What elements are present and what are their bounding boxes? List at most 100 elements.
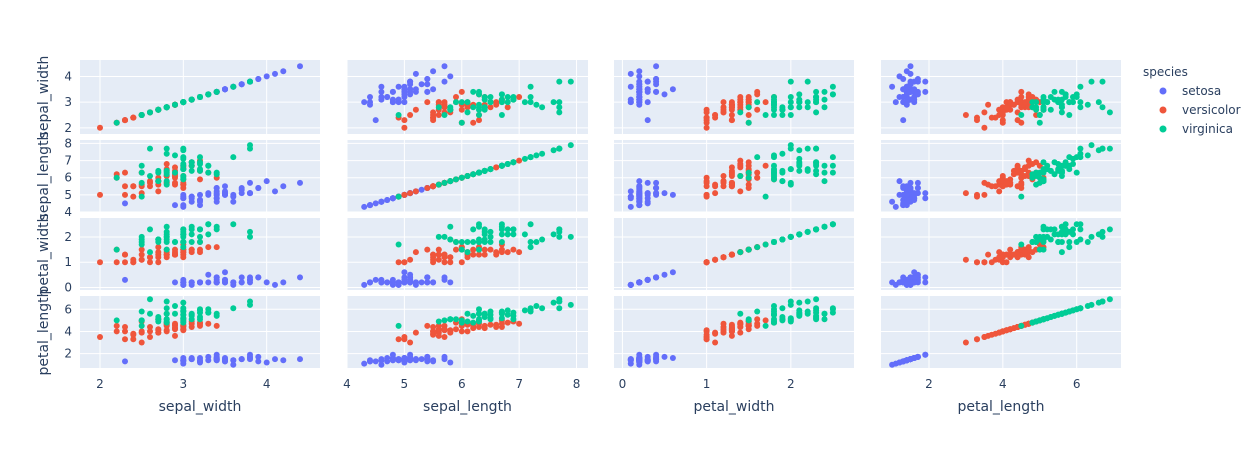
- data-point-versicolor[interactable]: [407, 190, 414, 197]
- data-point-virginica[interactable]: [737, 310, 744, 317]
- data-point-virginica[interactable]: [504, 161, 511, 167]
- data-point-virginica[interactable]: [527, 99, 534, 106]
- data-point-setosa[interactable]: [903, 279, 910, 286]
- data-point-versicolor[interactable]: [737, 161, 744, 167]
- data-point-virginica[interactable]: [441, 112, 448, 118]
- data-point-virginica[interactable]: [205, 231, 212, 238]
- data-point-virginica[interactable]: [829, 221, 836, 228]
- data-point-setosa[interactable]: [180, 195, 187, 202]
- data-point-versicolor[interactable]: [412, 188, 419, 195]
- data-point-virginica[interactable]: [180, 145, 187, 152]
- data-point-virginica[interactable]: [1099, 298, 1106, 305]
- data-point-virginica[interactable]: [213, 226, 220, 233]
- data-point-virginica[interactable]: [771, 99, 777, 106]
- data-point-setosa[interactable]: [907, 63, 914, 70]
- data-point-virginica[interactable]: [796, 91, 803, 98]
- data-point-setosa[interactable]: [653, 356, 660, 363]
- data-point-versicolor[interactable]: [470, 251, 477, 258]
- data-point-virginica[interactable]: [470, 312, 477, 319]
- data-point-setosa[interactable]: [172, 357, 178, 364]
- data-point-versicolor[interactable]: [205, 320, 212, 327]
- data-point-versicolor[interactable]: [163, 251, 170, 258]
- data-point-setosa[interactable]: [441, 276, 448, 283]
- data-point-virginica[interactable]: [487, 99, 494, 106]
- data-point-versicolor[interactable]: [981, 109, 988, 116]
- data-point-virginica[interactable]: [745, 246, 752, 253]
- data-point-virginica[interactable]: [487, 228, 494, 235]
- data-point-versicolor[interactable]: [470, 119, 477, 126]
- data-point-virginica[interactable]: [163, 150, 170, 157]
- data-point-setosa[interactable]: [263, 279, 270, 286]
- data-point-versicolor[interactable]: [996, 188, 1003, 195]
- data-point-setosa[interactable]: [627, 99, 634, 106]
- data-point-versicolor[interactable]: [430, 259, 437, 266]
- data-point-setosa[interactable]: [653, 88, 660, 95]
- data-point-versicolor[interactable]: [130, 336, 137, 343]
- data-point-virginica[interactable]: [1077, 99, 1084, 106]
- data-point-virginica[interactable]: [787, 94, 794, 100]
- data-point-setosa[interactable]: [644, 99, 651, 106]
- data-point-versicolor[interactable]: [703, 336, 710, 343]
- data-point-versicolor[interactable]: [155, 251, 162, 258]
- data-point-virginica[interactable]: [737, 173, 744, 179]
- data-point-versicolor[interactable]: [720, 254, 727, 261]
- data-point-virginica[interactable]: [1018, 193, 1025, 200]
- data-point-virginica[interactable]: [481, 311, 488, 318]
- data-point-versicolor[interactable]: [728, 171, 735, 178]
- data-point-versicolor[interactable]: [1003, 179, 1010, 186]
- data-point-virginica[interactable]: [567, 78, 574, 85]
- data-point-setosa[interactable]: [247, 179, 253, 186]
- data-point-setosa[interactable]: [644, 200, 651, 207]
- data-point-virginica[interactable]: [487, 315, 494, 322]
- data-point-virginica[interactable]: [247, 301, 253, 308]
- data-point-virginica[interactable]: [464, 109, 471, 116]
- data-point-virginica[interactable]: [1070, 226, 1076, 233]
- data-point-versicolor[interactable]: [430, 109, 437, 116]
- data-point-virginica[interactable]: [567, 233, 574, 240]
- data-point-virginica[interactable]: [787, 78, 794, 85]
- data-point-virginica[interactable]: [1077, 221, 1084, 228]
- data-point-virginica[interactable]: [113, 317, 120, 324]
- data-point-setosa[interactable]: [361, 360, 368, 367]
- data-point-versicolor[interactable]: [172, 332, 178, 339]
- data-point-setosa[interactable]: [407, 274, 414, 281]
- data-point-setosa[interactable]: [230, 281, 237, 288]
- data-point-virginica[interactable]: [556, 99, 563, 106]
- data-point-setosa[interactable]: [395, 281, 402, 288]
- data-point-versicolor[interactable]: [180, 249, 187, 256]
- data-point-virginica[interactable]: [550, 231, 557, 238]
- data-point-versicolor[interactable]: [441, 259, 448, 266]
- data-point-virginica[interactable]: [180, 176, 187, 183]
- data-point-versicolor[interactable]: [138, 256, 145, 263]
- data-point-virginica[interactable]: [762, 322, 769, 329]
- data-point-setosa[interactable]: [272, 188, 278, 195]
- data-point-versicolor[interactable]: [130, 114, 137, 121]
- data-point-virginica[interactable]: [787, 181, 794, 188]
- data-point-versicolor[interactable]: [516, 94, 523, 100]
- data-point-virginica[interactable]: [533, 152, 540, 159]
- data-point-versicolor[interactable]: [712, 190, 719, 197]
- data-point-setosa[interactable]: [180, 202, 187, 209]
- data-point-versicolor[interactable]: [122, 324, 128, 330]
- data-point-virginica[interactable]: [447, 236, 454, 243]
- data-point-setosa[interactable]: [636, 68, 643, 75]
- data-point-setosa[interactable]: [272, 356, 278, 363]
- data-point-versicolor[interactable]: [430, 328, 437, 335]
- data-point-virginica[interactable]: [188, 159, 195, 166]
- data-point-versicolor[interactable]: [988, 114, 995, 121]
- data-point-virginica[interactable]: [147, 310, 153, 317]
- data-point-virginica[interactable]: [779, 106, 786, 113]
- data-point-virginica[interactable]: [1051, 171, 1058, 178]
- data-point-setosa[interactable]: [230, 193, 237, 200]
- data-point-setosa[interactable]: [424, 76, 431, 82]
- data-point-versicolor[interactable]: [453, 94, 459, 100]
- data-point-versicolor[interactable]: [487, 104, 494, 111]
- data-point-setosa[interactable]: [903, 357, 910, 364]
- data-point-virginica[interactable]: [498, 309, 505, 316]
- data-point-virginica[interactable]: [1084, 239, 1091, 245]
- data-point-versicolor[interactable]: [213, 244, 220, 251]
- data-point-setosa[interactable]: [903, 191, 910, 198]
- data-point-setosa[interactable]: [914, 185, 921, 191]
- data-point-virginica[interactable]: [213, 88, 220, 95]
- data-point-versicolor[interactable]: [97, 259, 103, 266]
